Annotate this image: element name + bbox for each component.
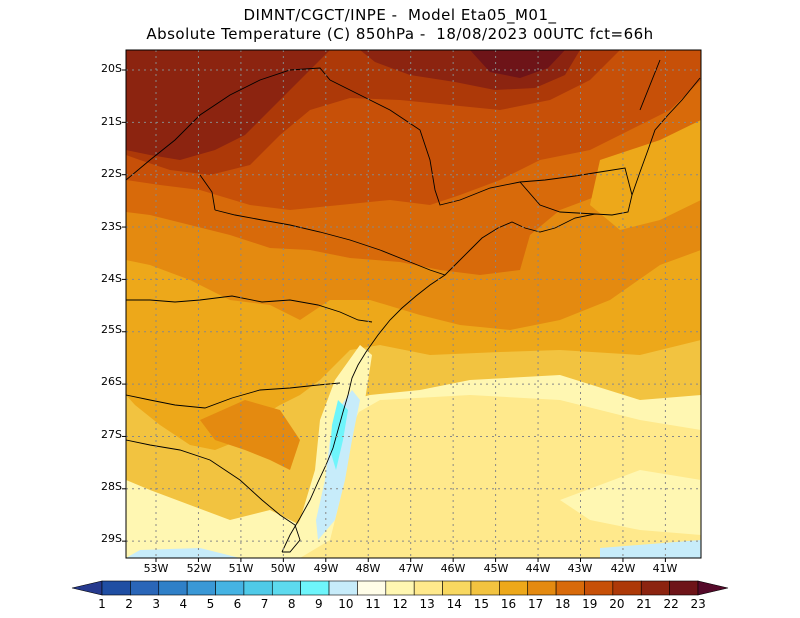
colorbar-label: 19 [582, 597, 598, 611]
colorbar-label: 5 [206, 597, 215, 611]
colorbar-swatch [328, 580, 358, 596]
colorbar-label: 23 [690, 597, 706, 611]
lat-label: 20S [101, 62, 122, 75]
colorbar [71, 580, 729, 596]
lat-label: 28S [101, 480, 122, 493]
colorbar-label: 22 [663, 597, 679, 611]
lat-label: 25S [101, 323, 122, 336]
colorbar-label: 12 [392, 597, 408, 611]
lon-label: 42W [610, 562, 636, 575]
colorbar-swatch [186, 580, 216, 596]
colorbar-label: 16 [500, 597, 517, 611]
band-10-11-bottom [126, 548, 240, 558]
border-pr-sp [214, 209, 446, 276]
colorbar-swatch [158, 580, 188, 596]
colorbar-swatch [470, 580, 500, 596]
colorbar-swatch [612, 580, 642, 596]
band-21-22 [126, 50, 330, 160]
colorbar-label: 14 [446, 597, 462, 611]
colorbar-swatch [357, 580, 387, 596]
title-line-1: DIMNT/CGCT/INPE - Model Eta05_M01_ [243, 6, 557, 24]
lon-label: 52W [186, 562, 212, 575]
colorbar-label: 2 [125, 597, 133, 611]
border-mg-rj [519, 181, 596, 215]
lat-label: 23S [101, 220, 122, 233]
colorbar-swatch [71, 580, 103, 596]
axis-ticks [122, 69, 666, 562]
colorbar-label: 6 [233, 597, 242, 611]
lat-label: 21S [101, 115, 122, 128]
colorbar-swatch [697, 580, 729, 596]
band-10-11-bottom-r [600, 540, 701, 558]
coastline [281, 77, 701, 553]
colorbar-swatch [271, 580, 301, 596]
colorbar-swatch [499, 580, 529, 596]
band-16-17-ne [590, 120, 701, 230]
colorbar-swatch [413, 580, 443, 596]
colorbar-label: 21 [636, 597, 652, 611]
band-10-11 [316, 390, 360, 540]
colorbar-swatch [130, 580, 160, 596]
colorbar-label: 15 [473, 597, 490, 611]
border-ms-sp [126, 67, 331, 181]
colorbar-label: 18 [555, 597, 571, 611]
colorbar-swatch [555, 580, 585, 596]
colorbar-swatch [640, 580, 670, 596]
colorbar-swatch [527, 580, 557, 596]
lon-label: 43W [567, 562, 593, 575]
border-rs-west [126, 439, 301, 553]
lat-label: 27S [101, 428, 122, 441]
colorbar-label: 9 [314, 597, 323, 611]
border-sp-mg [329, 79, 633, 206]
colorbar-swatch [442, 580, 472, 596]
lat-label: 29S [101, 532, 122, 545]
border-ms-pr [199, 174, 216, 211]
border-rs-sc [126, 382, 341, 409]
colorbar-label: 8 [287, 597, 296, 611]
lon-label: 44W [525, 562, 551, 575]
colorbar-label: 11 [365, 597, 381, 611]
plot-frame [125, 49, 702, 559]
band-9-10 [330, 400, 348, 470]
border-mg-es [639, 59, 661, 111]
title-line-2: Absolute Temperature (C) 850hPa - 18/08/… [146, 25, 654, 43]
colorbar-swatch [243, 580, 273, 596]
lon-label: 49W [313, 562, 339, 575]
lon-label: 45W [483, 562, 509, 575]
colorbar-swatch [215, 580, 245, 596]
colorbar-swatch [584, 580, 614, 596]
lon-label: 48W [355, 562, 381, 575]
colorbar-swatch [300, 580, 330, 596]
colorbar-label: 17 [527, 597, 544, 611]
colorbar-swatch [101, 580, 131, 596]
warm-tongue-sw [200, 400, 300, 470]
lon-label: 41W [652, 562, 678, 575]
lon-label: 53W [143, 562, 169, 575]
lat-label: 22S [101, 167, 122, 180]
coastline-borders [126, 59, 701, 553]
gridlines [126, 50, 701, 558]
lat-label: 24S [101, 272, 122, 285]
colorbar-label: 4 [179, 597, 188, 611]
colorbar-label: 13 [419, 597, 435, 611]
colorbar-swatch [385, 580, 415, 596]
temperature-field [126, 50, 701, 558]
colorbar-label: 7 [260, 597, 269, 611]
lon-label: 47W [398, 562, 424, 575]
lon-label: 50W [270, 562, 296, 575]
lat-label: 26S [101, 375, 122, 388]
colorbar-label: 10 [338, 597, 354, 611]
lon-label: 46W [440, 562, 466, 575]
band-22-23 [470, 50, 565, 78]
colorbar-label: 3 [152, 597, 160, 611]
colorbar-swatch [669, 580, 699, 596]
colorbar-label: 1 [98, 597, 106, 611]
lon-label: 51W [228, 562, 254, 575]
colorbar-label: 20 [609, 597, 625, 611]
border-sc-pr [126, 295, 373, 323]
